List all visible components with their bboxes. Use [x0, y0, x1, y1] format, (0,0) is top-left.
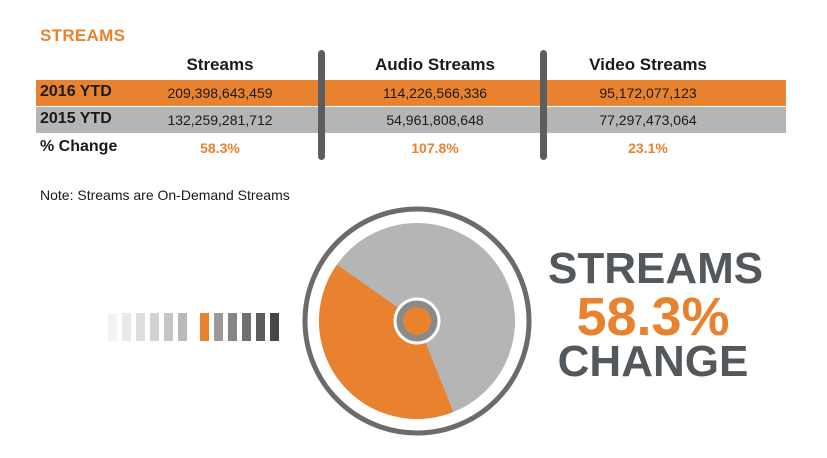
gradient-square — [164, 313, 173, 341]
cell-2015-audio: 54,961,808,648 — [386, 112, 484, 128]
gradient-square — [256, 313, 265, 341]
row-label-2015: 2015 YTD — [40, 110, 112, 127]
gradient-square — [136, 313, 145, 341]
cell-2016-video: 95,172,077,123 — [599, 85, 697, 101]
cell-2015-video: 77,297,473,064 — [599, 112, 697, 128]
pie-slice-change — [319, 264, 454, 419]
gradient-square-accent — [200, 313, 209, 341]
gradient-square — [242, 313, 251, 341]
pct-change-audio: 107.8% — [411, 140, 459, 156]
row-label-2016: 2016 YTD — [40, 83, 112, 100]
cell-2016-audio: 114,226,566,336 — [382, 85, 488, 101]
gradient-squares-decoration — [108, 313, 279, 341]
gradient-square — [270, 313, 279, 341]
pie-center-dot — [403, 307, 431, 335]
row-label-change: % Change — [40, 138, 118, 155]
callout-change: CHANGE — [557, 337, 749, 386]
column-divider — [318, 50, 325, 160]
gradient-square — [122, 313, 131, 341]
row-2015-ytd — [36, 107, 786, 133]
pct-change-streams: 58.3% — [200, 140, 240, 156]
gradient-square — [178, 313, 187, 341]
note-text: Note: Streams are On-Demand Streams — [40, 187, 290, 203]
column-header-video-streams: Video Streams — [589, 55, 707, 74]
callout-streams: STREAMS — [548, 244, 764, 293]
gradient-square — [108, 313, 117, 341]
cell-2015-streams: 132,259,281,712 — [167, 112, 273, 128]
change-pie-chart — [302, 206, 532, 436]
callout-percent: 58.3% — [576, 287, 730, 347]
section-title: STREAMS — [40, 26, 126, 45]
gradient-square — [150, 313, 159, 341]
column-divider — [540, 50, 547, 160]
column-header-streams: Streams — [186, 55, 254, 74]
column-header-audio-streams: Audio Streams — [375, 55, 495, 74]
gradient-square — [214, 313, 223, 341]
row-2016-ytd — [36, 80, 786, 106]
cell-2016-streams: 209,398,643,459 — [167, 85, 273, 101]
gradient-square — [228, 313, 237, 341]
pct-change-video: 23.1% — [628, 140, 668, 156]
